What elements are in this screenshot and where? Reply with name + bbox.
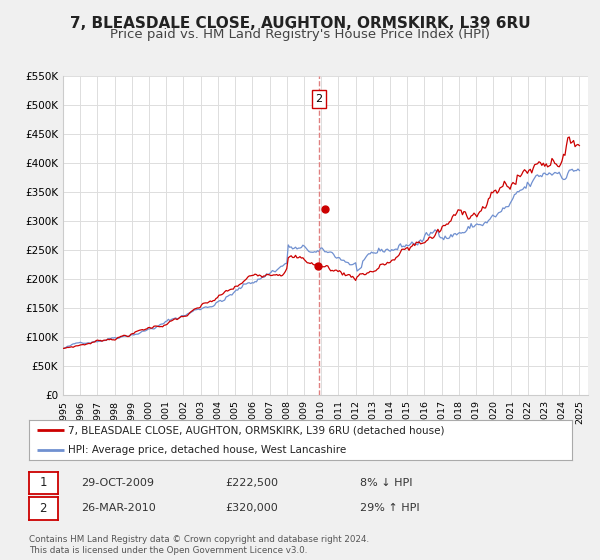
Text: HPI: Average price, detached house, West Lancashire: HPI: Average price, detached house, West… <box>68 445 346 455</box>
Text: 2: 2 <box>40 502 47 515</box>
Text: £320,000: £320,000 <box>225 503 278 514</box>
Text: 7, BLEASDALE CLOSE, AUGHTON, ORMSKIRK, L39 6RU (detached house): 7, BLEASDALE CLOSE, AUGHTON, ORMSKIRK, L… <box>68 426 445 436</box>
Text: Contains HM Land Registry data © Crown copyright and database right 2024.: Contains HM Land Registry data © Crown c… <box>29 534 369 544</box>
Text: 26-MAR-2010: 26-MAR-2010 <box>81 503 156 514</box>
Text: This data is licensed under the Open Government Licence v3.0.: This data is licensed under the Open Gov… <box>29 545 307 555</box>
Text: 29% ↑ HPI: 29% ↑ HPI <box>360 503 419 514</box>
Text: 8% ↓ HPI: 8% ↓ HPI <box>360 478 413 488</box>
Text: 1: 1 <box>40 476 47 489</box>
Text: 7, BLEASDALE CLOSE, AUGHTON, ORMSKIRK, L39 6RU: 7, BLEASDALE CLOSE, AUGHTON, ORMSKIRK, L… <box>70 16 530 31</box>
Text: 29-OCT-2009: 29-OCT-2009 <box>81 478 154 488</box>
Text: 2: 2 <box>316 94 323 104</box>
Text: Price paid vs. HM Land Registry's House Price Index (HPI): Price paid vs. HM Land Registry's House … <box>110 28 490 41</box>
Text: £222,500: £222,500 <box>225 478 278 488</box>
